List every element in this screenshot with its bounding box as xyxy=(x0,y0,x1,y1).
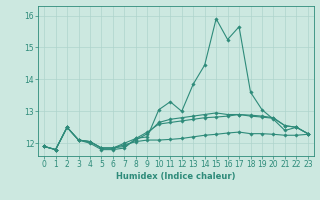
X-axis label: Humidex (Indice chaleur): Humidex (Indice chaleur) xyxy=(116,172,236,181)
